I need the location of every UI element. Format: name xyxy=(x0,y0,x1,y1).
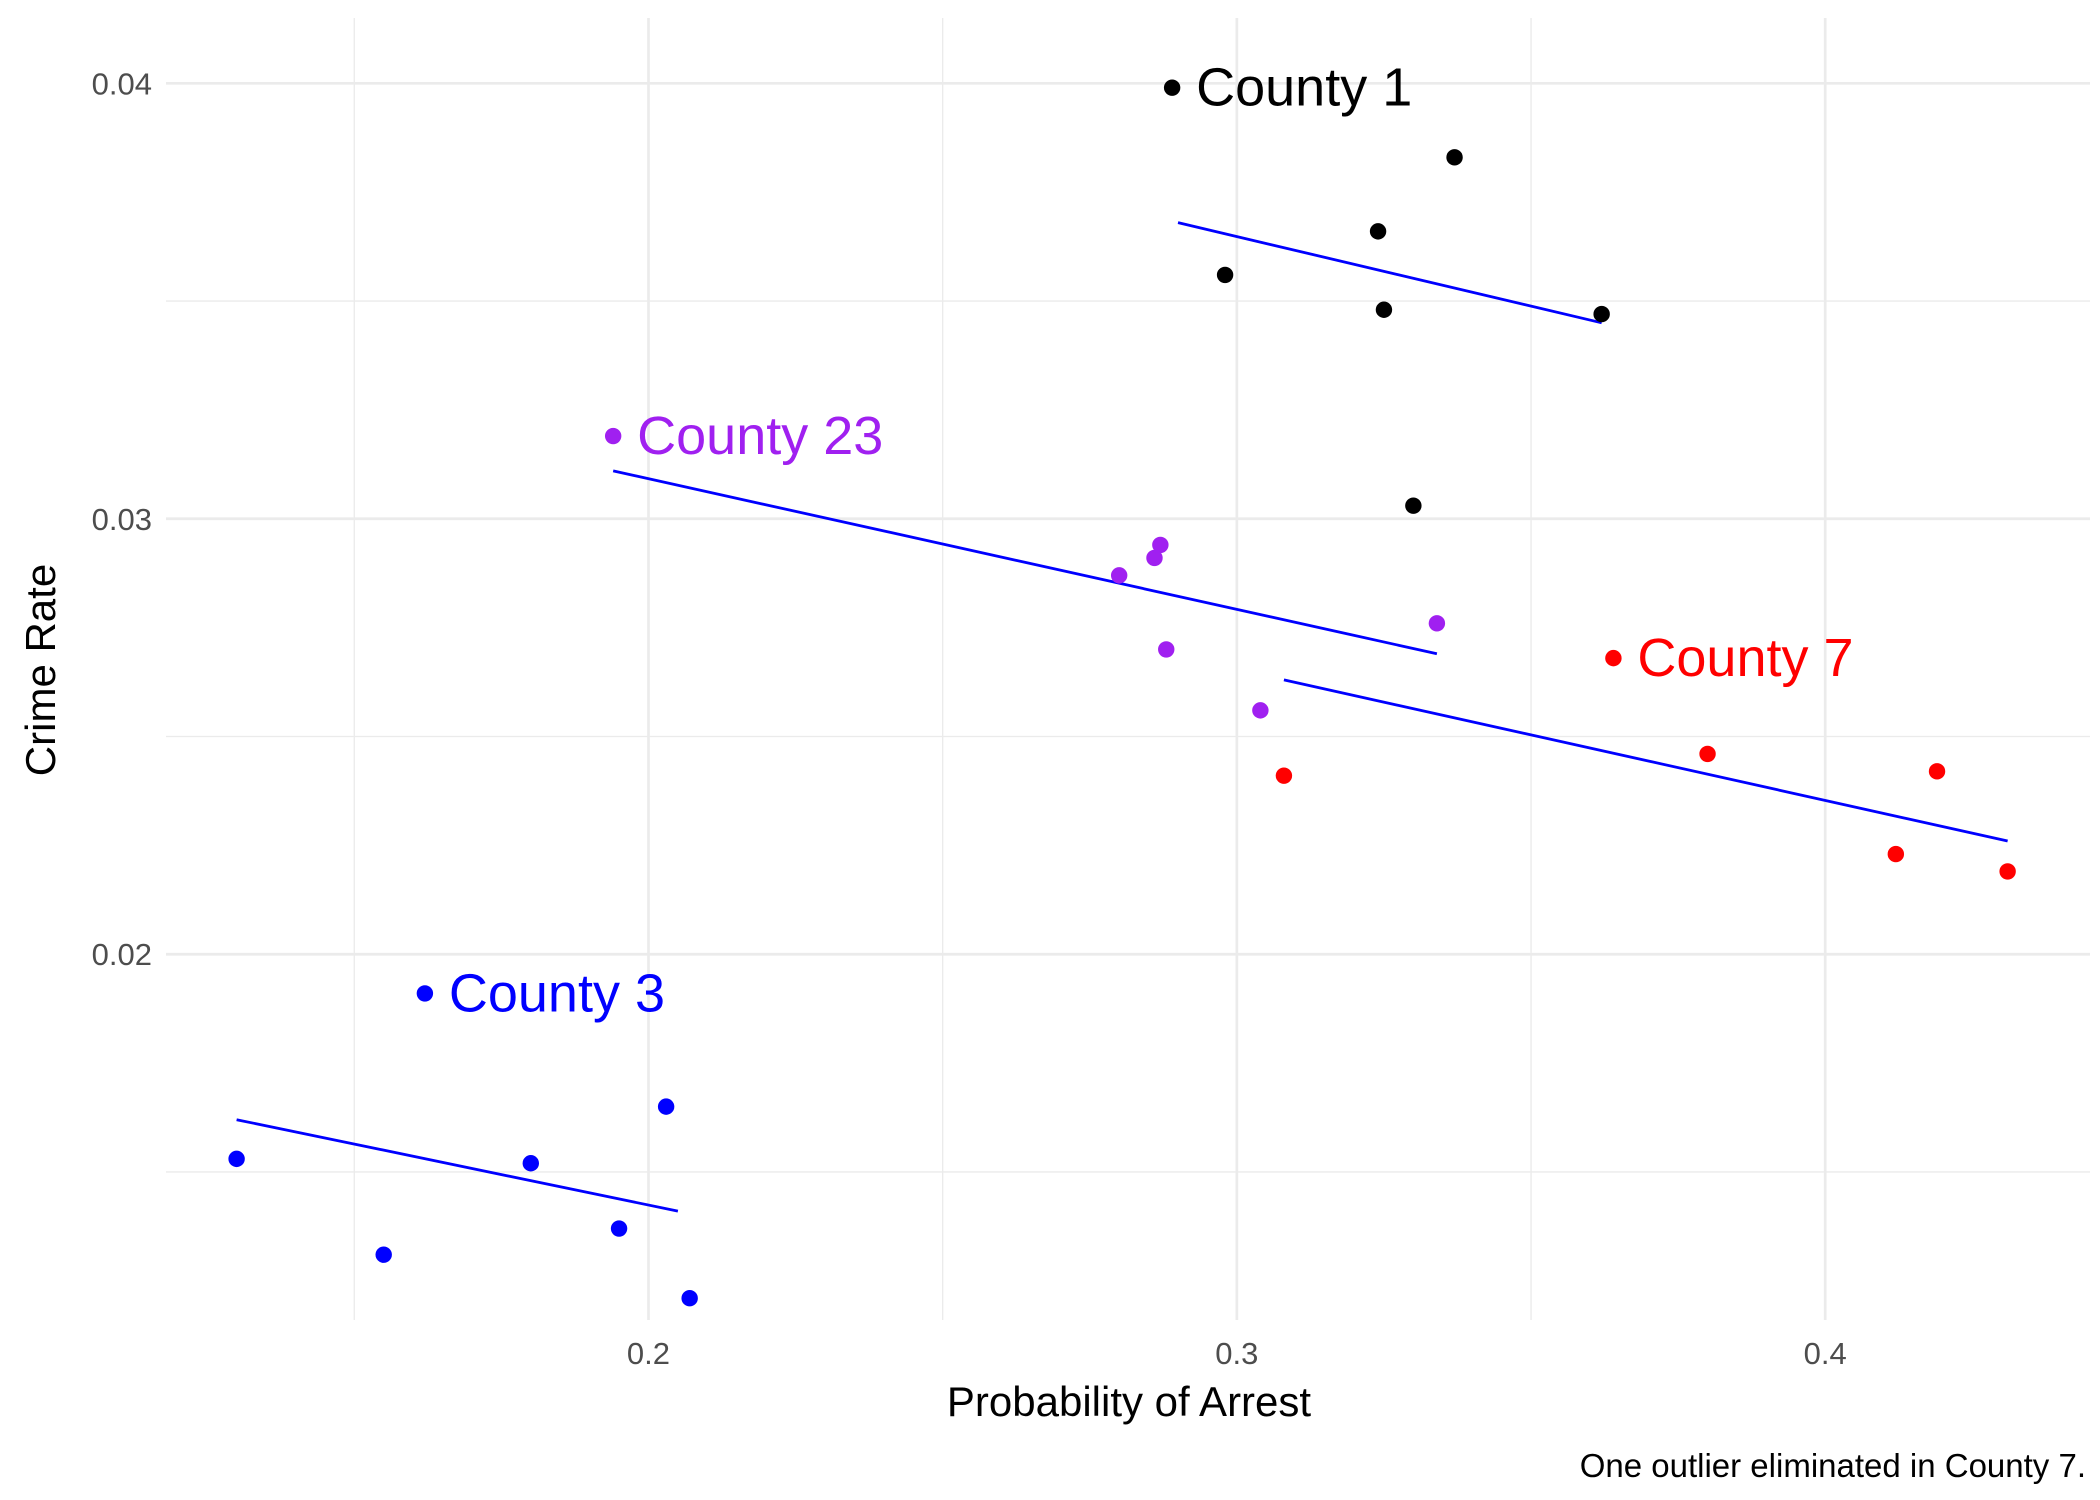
county-1-point xyxy=(1593,305,1610,323)
county-7-point xyxy=(1887,845,1905,863)
county-3-fit-line xyxy=(236,1118,679,1213)
county-3-point xyxy=(416,985,434,1002)
county-labels: County 1 County 23 County 7 County 3 xyxy=(449,58,1854,1024)
county-1-point xyxy=(1369,223,1387,240)
county-1-point xyxy=(1375,301,1393,318)
data-points xyxy=(228,79,2016,1307)
county-23-point xyxy=(1252,702,1269,719)
x-tick-label: 0.3 xyxy=(1215,1336,1258,1371)
county-23-point xyxy=(1428,615,1446,632)
county-3-label: County 3 xyxy=(449,963,665,1023)
county-7-point xyxy=(1928,763,1946,780)
x-tick-labels: 0.2 0.3 0.4 xyxy=(627,1336,1847,1371)
county-1-point xyxy=(1216,266,1234,284)
y-tick-labels: 0.02 0.03 0.04 xyxy=(92,66,152,972)
x-axis-title: Probability of Arrest xyxy=(947,1378,1311,1425)
y-tick-label: 0.03 xyxy=(92,502,152,537)
major-gridlines xyxy=(166,18,2090,1320)
county-23-fit-line xyxy=(612,469,1438,656)
county-23-point xyxy=(1152,536,1169,554)
county-7-label: County 7 xyxy=(1637,628,1853,688)
county-23-point xyxy=(1158,641,1175,658)
county-3-point xyxy=(228,1150,245,1168)
y-tick-label: 0.04 xyxy=(92,66,152,101)
county-23-point xyxy=(1146,549,1163,567)
county-7-fit-line xyxy=(1283,678,2008,843)
county-1-label: County 1 xyxy=(1196,58,1412,118)
county-1-point xyxy=(1405,497,1422,514)
county-1-point xyxy=(1446,149,1463,166)
county-1-fit-line xyxy=(1177,221,1602,325)
county-23-point xyxy=(1110,567,1128,584)
county-3-point xyxy=(522,1155,539,1172)
county-23-point xyxy=(604,427,622,445)
y-tick-label: 0.02 xyxy=(92,937,152,972)
county-1-point xyxy=(1163,79,1181,96)
y-axis-title: Crime Rate xyxy=(17,564,64,776)
county-7-point xyxy=(1699,745,1716,763)
chart-caption: One outlier eliminated in County 7. xyxy=(1580,1447,2086,1484)
county-7-point xyxy=(1275,767,1293,784)
county-3-point xyxy=(681,1290,698,1307)
county-23-label: County 23 xyxy=(637,406,883,466)
x-tick-label: 0.2 xyxy=(627,1336,670,1371)
county-3-point xyxy=(610,1220,628,1237)
county-7-point xyxy=(1605,649,1622,667)
fit-lines xyxy=(236,221,2008,1213)
county-3-point xyxy=(375,1246,392,1263)
x-tick-label: 0.4 xyxy=(1804,1336,1847,1371)
county-3-point xyxy=(657,1098,675,1115)
county-7-point xyxy=(1999,863,2016,880)
